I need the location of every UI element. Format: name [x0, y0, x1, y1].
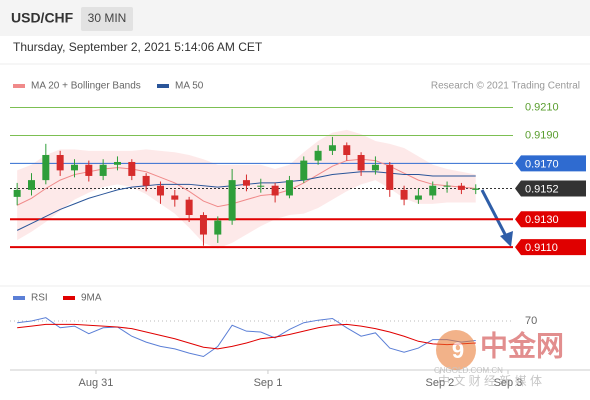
level-label: 0.9170: [525, 158, 559, 170]
candle-body: [156, 185, 164, 196]
candle-body: [242, 180, 250, 186]
legend-label: RSI: [31, 293, 48, 304]
x-tick-label: Sep 1: [254, 377, 283, 389]
candle-body: [300, 160, 308, 181]
candle-body: [429, 185, 437, 196]
candle-body: [42, 155, 50, 181]
legend-label: 9MA: [81, 293, 102, 304]
legend-label: MA 50: [175, 81, 204, 92]
candle-body: [70, 164, 78, 171]
candle-body: [386, 164, 394, 190]
level-tag: [515, 211, 586, 228]
candle-body: [228, 180, 236, 221]
candle-body: [85, 164, 93, 176]
level-label: 0.9130: [525, 214, 559, 226]
candle-body: [314, 150, 322, 161]
candle-body: [343, 145, 351, 156]
rsi-line: [17, 323, 476, 350]
level-tag: [515, 239, 586, 256]
level-tag: [515, 180, 586, 197]
legend-swatch: [13, 84, 25, 88]
x-tick-label: Sep 2: [426, 377, 455, 389]
rsi-tick-label: 70: [525, 315, 537, 327]
candle-body: [56, 155, 64, 171]
watermark-name: 中金网: [480, 329, 564, 361]
candle-body: [113, 161, 121, 165]
level-label: 0.9190: [525, 129, 559, 141]
candle-body: [443, 185, 451, 187]
watermark: 9 中金网 CNGOLD.COM.CN 中 文 财 经 新 媒 体: [434, 329, 564, 388]
x-tick-label: Aug 31: [79, 377, 114, 389]
legend-swatch: [157, 84, 169, 88]
legend-swatch: [63, 296, 75, 300]
candle-body: [185, 199, 193, 216]
level-label: 0.9110: [525, 242, 558, 254]
legend-label: MA 20 + Bollinger Bands: [31, 81, 141, 92]
candle-body: [27, 180, 35, 190]
level-label: 0.9152: [525, 183, 559, 195]
candle-body: [457, 185, 465, 190]
candle-body: [171, 195, 179, 200]
arrow-head: [500, 231, 513, 247]
candle-body: [257, 185, 265, 187]
candle-body: [400, 189, 408, 200]
forecast-arrow: [480, 189, 510, 241]
source: Research © 2021 Trading Central: [431, 81, 580, 92]
x-tick-label: Sep 3: [494, 377, 523, 389]
watermark-url: CNGOLD.COM.CN: [434, 366, 503, 375]
level-label: 0.9210: [525, 101, 559, 113]
candle-body: [128, 161, 136, 176]
candle-body: [199, 215, 207, 235]
candle-body: [371, 164, 379, 171]
watermark-logo: [436, 330, 476, 370]
candle-body: [214, 220, 222, 235]
symbol: USD/CHF: [11, 10, 74, 26]
candle-body: [142, 175, 150, 186]
watermark-logo-mark: 9: [452, 338, 464, 363]
rsi-line: [17, 317, 476, 358]
level-tag: [515, 155, 586, 172]
candle-body: [285, 180, 293, 196]
candle-body: [13, 189, 21, 197]
candle-body: [99, 164, 107, 176]
candle-body: [328, 145, 336, 151]
candle-body: [472, 188, 480, 190]
candle-body: [357, 155, 365, 171]
watermark-tagline: 中 文 财 经 新 媒 体: [438, 373, 542, 388]
candle-body: [271, 185, 279, 196]
timeframe-badge[interactable]: [81, 7, 133, 31]
candle-body: [414, 195, 422, 200]
legend-swatch: [13, 296, 25, 300]
moving-average: [16, 158, 476, 208]
date: Thursday, September 2, 2021 5:14:06 AM C…: [13, 40, 263, 54]
timeframe[interactable]: 30 MIN: [88, 11, 127, 25]
